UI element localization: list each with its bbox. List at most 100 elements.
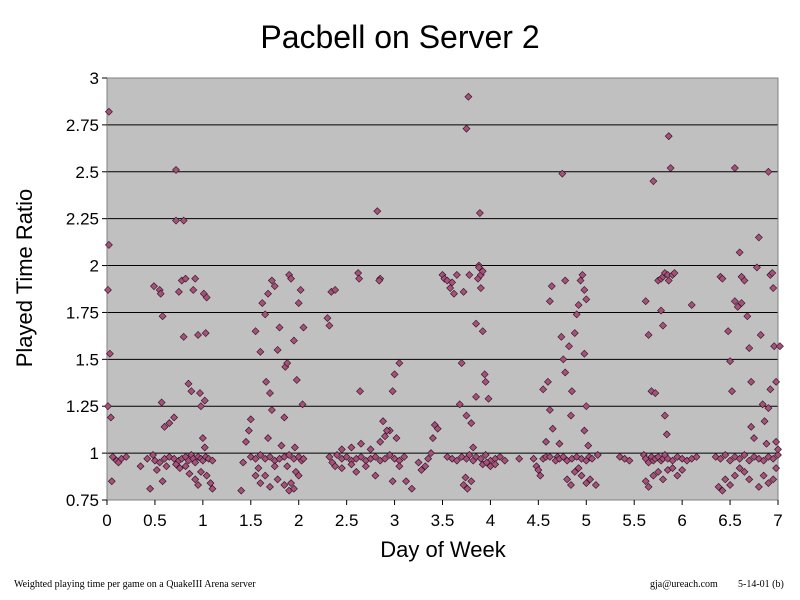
data-point (114, 458, 123, 467)
data-point (246, 415, 255, 424)
data-point (197, 402, 205, 411)
data-point (754, 482, 763, 491)
data-point (567, 387, 576, 396)
x-tick-label: 2.5 (335, 511, 359, 530)
data-point (433, 424, 442, 433)
data-point (275, 323, 284, 332)
data-point (385, 451, 394, 459)
data-point (414, 458, 423, 467)
data-point (740, 276, 749, 285)
data-point (256, 451, 265, 459)
data-point (582, 402, 591, 411)
data-point (299, 454, 308, 463)
data-point (106, 413, 115, 422)
data-point (726, 357, 734, 366)
data-point (107, 477, 116, 486)
data-point (292, 376, 301, 384)
data-point (191, 458, 200, 467)
data-point (417, 466, 426, 474)
data-point (357, 452, 365, 461)
x-tick-label: 3.5 (431, 511, 455, 530)
data-point (475, 209, 484, 217)
data-point (678, 466, 687, 474)
x-tick-label: 5.5 (622, 511, 646, 530)
data-point (283, 359, 292, 368)
x-tick-label: 5 (582, 511, 591, 530)
data-point (261, 471, 270, 480)
data-point (157, 398, 166, 407)
data-point (659, 475, 667, 484)
data-point (769, 284, 778, 292)
data-point (644, 482, 653, 491)
data-point (714, 482, 723, 491)
data-point (373, 207, 382, 216)
data-point (196, 389, 204, 398)
data-point (664, 276, 673, 285)
data-point (181, 274, 190, 283)
data-point (582, 479, 591, 488)
data-point (251, 471, 260, 480)
data-point (754, 233, 763, 242)
data-point (184, 379, 193, 388)
data-point (201, 329, 210, 337)
y-axis-title: Played Time Ratio (12, 189, 37, 368)
data-point (484, 394, 493, 403)
data-point (325, 321, 334, 330)
data-point (187, 387, 196, 396)
data-point (659, 321, 667, 330)
data-point (459, 481, 468, 489)
data-point (289, 484, 298, 493)
data-point (152, 466, 161, 474)
data-point (529, 454, 538, 463)
data-point (273, 475, 282, 484)
data-point (772, 437, 781, 446)
data-point (464, 92, 473, 101)
data-point (463, 484, 472, 493)
data-point (555, 439, 564, 448)
y-tick-label: 1.75 (66, 303, 99, 322)
data-point (666, 164, 675, 172)
data-point (764, 479, 773, 488)
data-point (251, 454, 260, 463)
data-point (287, 479, 295, 488)
data-point (515, 454, 524, 463)
data-point (208, 456, 217, 465)
data-point (170, 413, 179, 422)
x-tick-label: 6 (677, 511, 686, 530)
data-point (478, 327, 487, 336)
data-point (591, 481, 600, 489)
data-point (764, 404, 773, 413)
data-point (296, 286, 305, 294)
data-point (625, 456, 634, 465)
data-point (146, 484, 155, 493)
data-point (160, 422, 169, 431)
data-point (588, 454, 596, 463)
data-point (266, 389, 274, 398)
data-point (244, 426, 253, 435)
data-point (651, 389, 660, 398)
data-point (724, 327, 733, 336)
data-point (424, 454, 433, 463)
data-point (482, 458, 491, 467)
data-point (542, 437, 550, 446)
data-point (200, 396, 209, 405)
data-point (586, 475, 595, 484)
data-point (262, 377, 271, 386)
data-point (333, 451, 341, 459)
data-point (366, 445, 375, 454)
y-tick-label: 2 (90, 257, 99, 276)
y-tick-label: 2.75 (66, 116, 99, 135)
data-point (557, 332, 566, 341)
x-tick-label: 4.5 (527, 511, 551, 530)
data-point (769, 454, 778, 463)
data-point (692, 452, 701, 461)
data-point (769, 475, 778, 484)
data-point (200, 443, 209, 452)
data-point (428, 434, 437, 443)
data-point (730, 297, 739, 306)
data-point (239, 458, 248, 467)
data-point (578, 271, 587, 279)
data-point (165, 419, 174, 428)
data-point (544, 377, 552, 386)
data-point (570, 329, 579, 337)
